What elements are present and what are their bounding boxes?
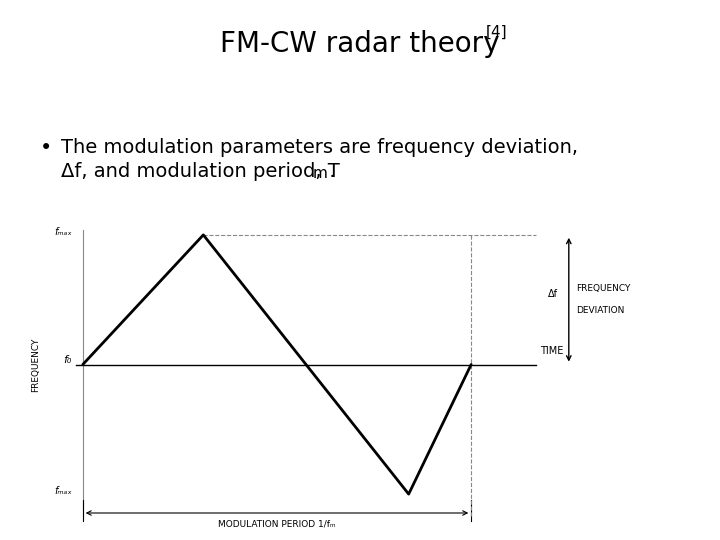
Text: .: . [323,162,335,181]
Text: Δf, and modulation period, T: Δf, and modulation period, T [61,162,340,181]
Text: FREQUENCY: FREQUENCY [576,285,631,293]
Text: Δf: Δf [548,289,558,299]
Text: FREQUENCY: FREQUENCY [32,338,40,392]
Text: [4]: [4] [485,24,507,39]
Text: MODULATION PERIOD 1/fₘ: MODULATION PERIOD 1/fₘ [218,519,336,529]
Text: f₀: f₀ [63,355,72,365]
Text: DEVIATION: DEVIATION [576,306,624,315]
Text: FM-CW radar theory: FM-CW radar theory [220,30,500,58]
Text: m: m [312,166,328,181]
Text: fₘₐₓ: fₘₐₓ [54,487,72,496]
Text: fₘₐₓ: fₘₐₓ [54,227,72,237]
Text: The modulation parameters are frequency deviation,: The modulation parameters are frequency … [61,138,578,157]
Text: •: • [40,138,52,158]
Text: TIME: TIME [540,346,563,356]
